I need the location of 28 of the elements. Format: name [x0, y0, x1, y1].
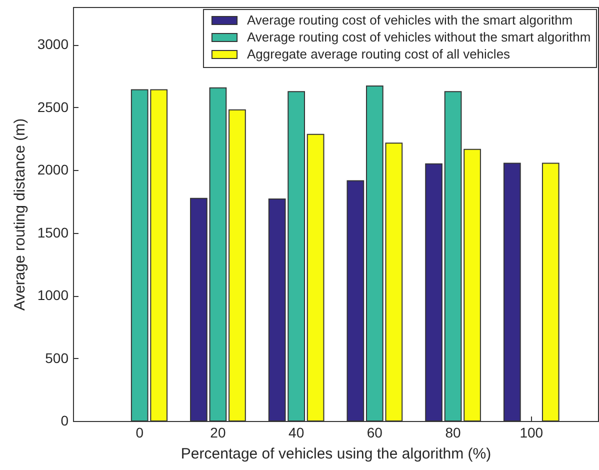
bar: [542, 162, 560, 422]
x-tick-label: 100: [520, 424, 544, 440]
x-tick-label: 80: [445, 424, 462, 440]
y-axis-title: Average routing distance (m): [11, 118, 28, 311]
x-tick-label: 20: [210, 424, 226, 440]
y-tick-label: 1500: [37, 224, 69, 240]
x-tick-label: 0: [136, 424, 144, 440]
x-tick-label: 60: [366, 424, 383, 440]
bar: [503, 162, 521, 422]
bar: [209, 87, 227, 422]
bar: [425, 163, 442, 422]
y-tick-label: 3000: [37, 36, 69, 52]
bar: [228, 109, 246, 422]
bar: [464, 148, 481, 422]
x-tick-label: 40: [288, 424, 304, 440]
legend-label: Average routing cost of vehicles without the smart algorithm: [247, 30, 591, 44]
legend-label: Average routing cost of vehicles with the smart algorithm: [247, 12, 573, 28]
legend-label: Aggregate average routing cost of all vehicles: [247, 46, 511, 62]
bar: [306, 134, 324, 422]
bar: [190, 198, 208, 422]
y-tick-label: 500: [45, 350, 69, 366]
bar: [444, 91, 462, 422]
y-tick-label: 0: [60, 412, 69, 428]
y-tick-label: 2000: [37, 162, 69, 178]
bar: [346, 180, 364, 422]
y-tick-label: 2500: [37, 98, 69, 115]
x-axis-title: Percentage of vehicles using the algorithm (%): [180, 446, 492, 462]
y-tick-label: 1000: [37, 287, 69, 304]
